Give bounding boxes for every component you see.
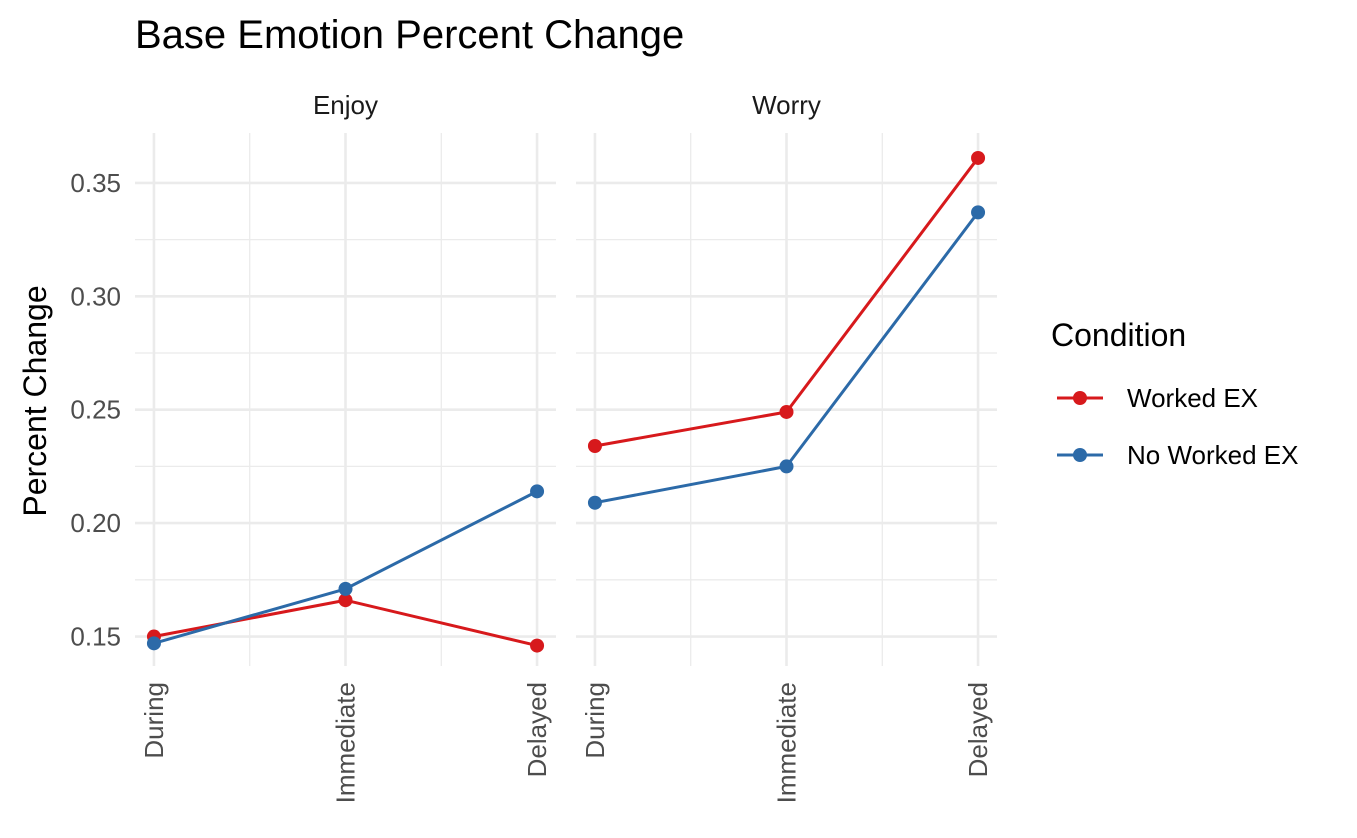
data-point-no-worked-ex bbox=[779, 459, 794, 474]
x-tick-label: Delayed bbox=[963, 682, 993, 777]
y-tick-label: 0.15 bbox=[70, 622, 121, 652]
x-tick-label: During bbox=[580, 682, 610, 759]
legend-label: No Worked EX bbox=[1127, 440, 1298, 470]
y-tick-label: 0.20 bbox=[70, 508, 121, 538]
data-point-worked-ex bbox=[971, 150, 986, 165]
y-axis-ticks: 0.15 0.20 0.25 0.30 0.35 bbox=[70, 168, 121, 652]
legend-title: Condition bbox=[1051, 317, 1186, 353]
facet-label: Worry bbox=[752, 90, 821, 120]
facet-label: Enjoy bbox=[313, 90, 378, 120]
data-point-no-worked-ex bbox=[146, 636, 161, 651]
y-tick-label: 0.30 bbox=[70, 281, 121, 311]
x-tick-label: Delayed bbox=[522, 682, 552, 777]
y-axis-title: Percent Change bbox=[17, 285, 53, 516]
y-tick-label: 0.35 bbox=[70, 168, 121, 198]
legend-entry: Worked EX bbox=[1057, 383, 1258, 413]
data-point-no-worked-ex bbox=[530, 484, 545, 499]
data-point-no-worked-ex bbox=[971, 205, 986, 220]
facet-panels: Enjoy During Immediate Delayed Worry During Im… bbox=[135, 90, 997, 803]
data-point-worked-ex bbox=[587, 438, 602, 453]
data-point-worked-ex bbox=[779, 404, 794, 419]
x-tick-label: During bbox=[139, 682, 169, 759]
facet-panel-worry: Worry During Immediate Delayed bbox=[576, 90, 997, 803]
legend-key-point bbox=[1073, 448, 1087, 462]
data-point-no-worked-ex bbox=[338, 581, 353, 596]
x-tick-label: Immediate bbox=[772, 682, 802, 803]
legend-key-point bbox=[1073, 391, 1087, 405]
data-point-worked-ex bbox=[338, 593, 353, 608]
y-tick-label: 0.25 bbox=[70, 395, 121, 425]
legend: Condition Worked EX No Worked EX bbox=[1051, 317, 1298, 470]
legend-entry: No Worked EX bbox=[1057, 440, 1298, 470]
legend-label: Worked EX bbox=[1127, 383, 1258, 413]
facet-panel-enjoy: Enjoy During Immediate Delayed bbox=[135, 90, 556, 803]
data-point-worked-ex bbox=[530, 638, 545, 653]
chart-title: Base Emotion Percent Change bbox=[135, 13, 684, 57]
data-point-no-worked-ex bbox=[587, 495, 602, 510]
x-tick-label: Immediate bbox=[331, 682, 361, 803]
legend-entries: Worked EX No Worked EX bbox=[1057, 383, 1298, 470]
